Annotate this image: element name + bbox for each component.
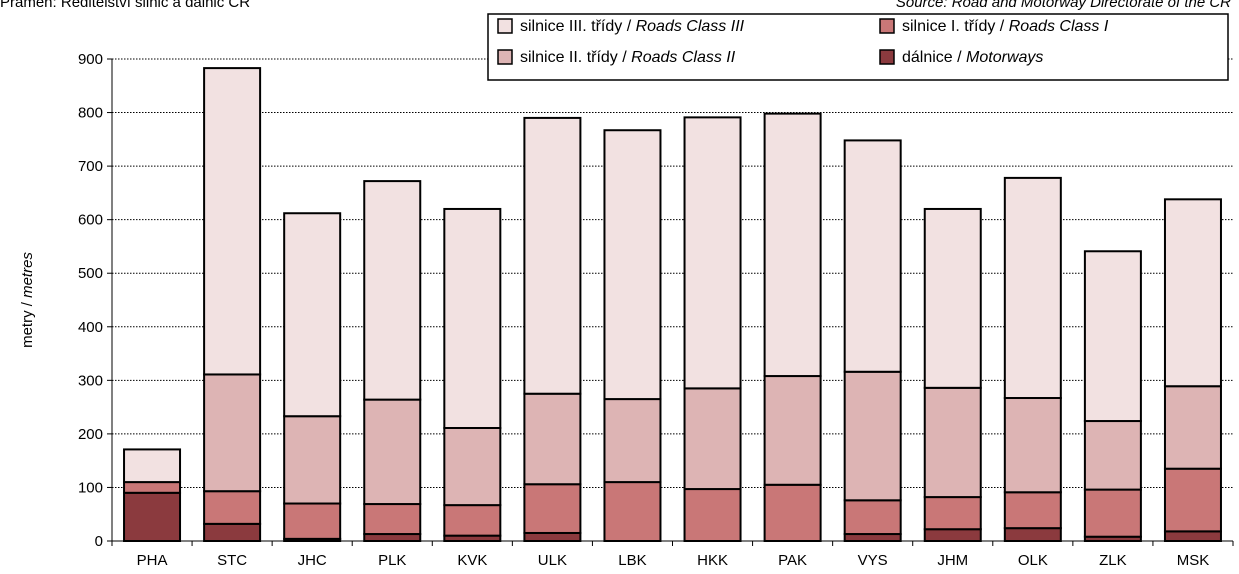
bar-segment [843,370,902,502]
x-tick-label: MSK [1177,552,1210,569]
y-tick-label: 600 [78,212,103,229]
bar-segment [523,531,582,543]
x-tick-label: ZLK [1099,552,1127,569]
x-tick-label: HKK [697,552,728,569]
y-tick-label: 900 [78,51,103,68]
bar-segment [523,116,582,395]
bar-segment [1083,250,1142,423]
source-note-left: Pramen: Ředitelství silnic a dálnic ČR [0,0,251,11]
y-tick-label: 800 [78,105,103,122]
bar-segment [363,533,422,543]
bar-segment [1163,530,1222,542]
bar-segment [923,386,982,499]
legend-label: silnice III. třídy / Roads Class III [520,18,745,35]
bar-segment [843,499,902,536]
y-tick-label: 0 [95,533,103,550]
bar-segment [443,207,502,429]
x-tick-label: KVK [457,552,487,569]
bar-segment [1003,491,1062,530]
bar-segment [683,116,742,390]
x-tick-label: JHM [937,552,968,569]
bar-segment [683,488,742,543]
bar-segment [1003,397,1062,494]
bar-segment [203,67,262,376]
bar-segment [683,387,742,491]
bar-segment [363,180,422,401]
bar-segment [1083,488,1142,538]
bar-segment [123,491,182,542]
x-tick-label: PLK [378,552,406,569]
bar-segment [443,504,502,537]
bar-segment [283,212,342,418]
bar-segment [923,207,982,389]
bar-segment [1163,385,1222,470]
legend-label: dálnice / Motorways [902,49,1043,66]
bar-segment [523,392,582,486]
bar-segment [1163,198,1222,388]
bar-segment [843,533,902,543]
y-tick-label: 300 [78,372,103,389]
x-tick-label: OLK [1018,552,1048,569]
bar-segment [1083,420,1142,491]
y-tick-label: 400 [78,319,103,336]
bar-segment [923,528,982,542]
bar-segment [763,483,822,542]
x-tick-label: PAK [778,552,807,569]
y-axis-label: metry / metres [19,252,36,348]
bar-segment [763,112,822,378]
bar-segment [603,129,662,401]
bar-segment [843,139,902,373]
legend-swatch [497,49,513,65]
legend-swatch [879,49,895,65]
bar-segment [603,481,662,543]
bar-segment [363,503,422,536]
source-note-right: Source: Road and Motorway Directorate of… [895,0,1231,11]
bar-segment [283,415,342,505]
legend-label: silnice I. třídy / Roads Class I [902,18,1109,35]
bar-segment [923,496,982,531]
bar-segment [1003,527,1062,543]
x-tick-label: STC [217,552,247,569]
legend-swatch [497,18,513,34]
legend-swatch [879,18,895,34]
legend-label: silnice II. třídy / Roads Class II [520,49,736,66]
bar-segment [123,448,182,484]
bar-segment [283,502,342,540]
bar-segment [203,522,262,543]
bar-segment [763,375,822,486]
y-tick-label: 700 [78,158,103,175]
bar-segment [523,483,582,534]
bar-segment [363,398,422,506]
x-tick-label: JHC [298,552,327,569]
bar-segment [1003,176,1062,400]
bar-segment [203,373,262,493]
bar-segment [443,426,502,507]
legend-box [487,13,1229,81]
y-tick-label: 100 [78,479,103,496]
bar-segment [203,490,262,525]
y-tick-label: 200 [78,426,103,443]
bar-segment [603,398,662,484]
x-tick-label: PHA [137,552,168,569]
bar-segment [123,481,182,494]
x-tick-label: VYS [858,552,888,569]
y-tick-label: 500 [78,265,103,282]
x-tick-label: ULK [538,552,567,569]
x-tick-label: LBK [618,552,646,569]
bar-segment [1163,467,1222,533]
